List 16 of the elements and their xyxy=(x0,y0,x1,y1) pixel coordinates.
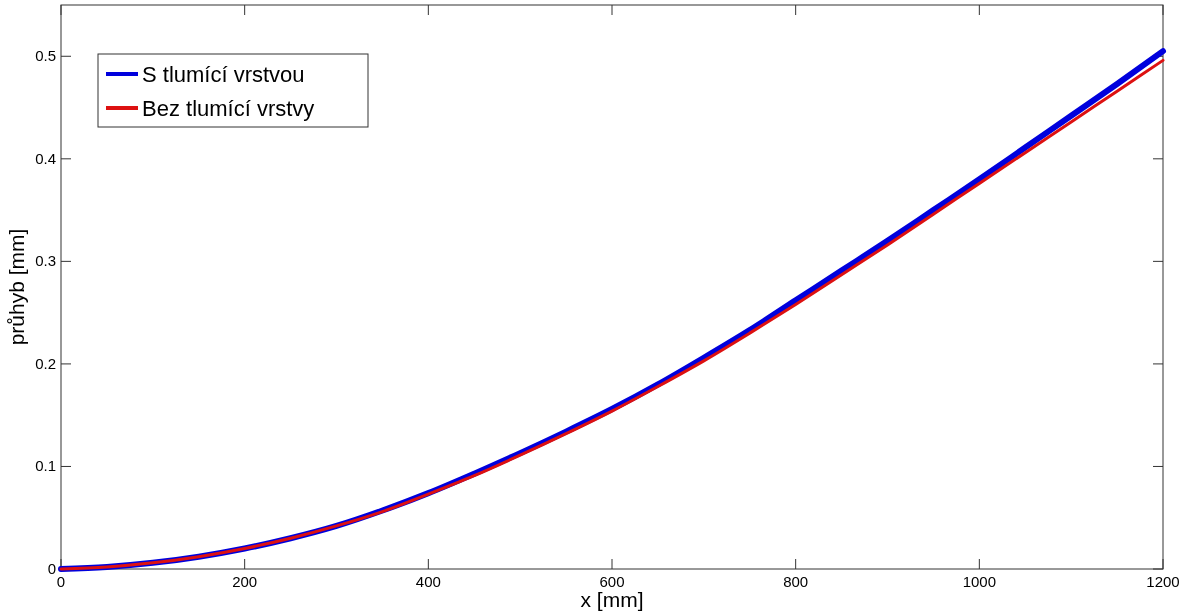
legend-label: S tlumící vrstvou xyxy=(142,62,305,87)
x-tick-label: 1200 xyxy=(1146,573,1180,590)
y-tick-label: 0.4 xyxy=(35,149,56,167)
y-axis-title: průhyb [mm] xyxy=(5,228,28,346)
legend-label: Bez tlumící vrstvy xyxy=(142,96,315,121)
x-axis-title: x [mm] xyxy=(580,588,644,611)
x-tick-label: 200 xyxy=(232,573,258,590)
x-tick-label: 600 xyxy=(599,573,625,590)
y-tick-label: 0.3 xyxy=(35,252,56,270)
y-tick-label: 0 xyxy=(47,560,56,577)
x-tick-label: 800 xyxy=(783,573,809,590)
x-tick-label: 1000 xyxy=(962,573,997,590)
y-tick-label: 0.5 xyxy=(35,47,56,65)
y-tick-label: 0.2 xyxy=(35,354,56,372)
x-tick-label: 400 xyxy=(415,573,441,590)
y-tick-label: 0.1 xyxy=(35,457,56,475)
